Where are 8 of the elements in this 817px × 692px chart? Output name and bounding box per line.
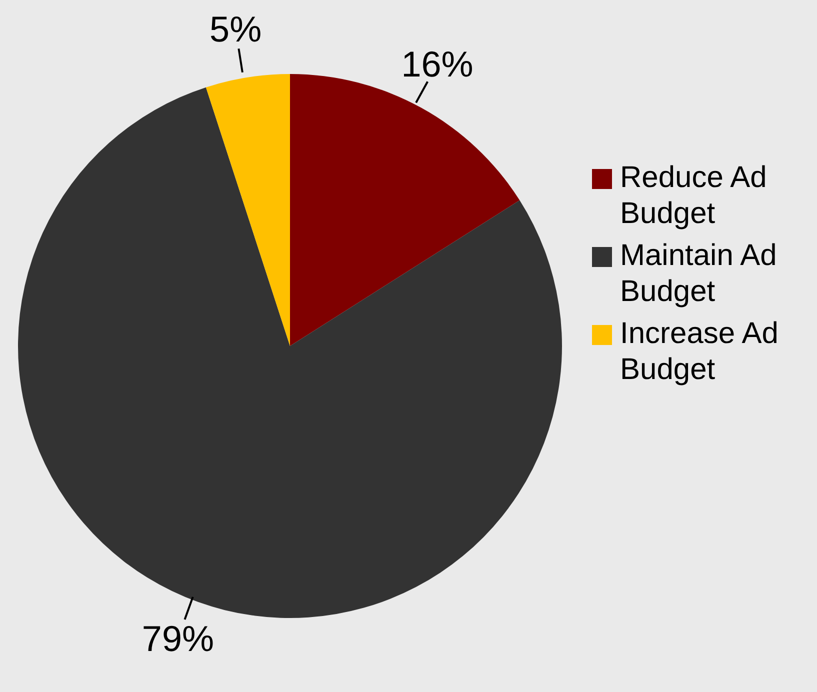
data-label: 16% (401, 44, 474, 85)
data-label: 79% (142, 618, 214, 659)
legend-label: Maintain Ad Budget (620, 238, 778, 310)
pie-slice (206, 74, 290, 346)
legend-label: Reduce Ad Budget (620, 160, 768, 232)
data-label: 5% (210, 8, 262, 50)
pie-slice (18, 87, 562, 618)
legend-label: Increase Ad Budget (620, 316, 780, 388)
